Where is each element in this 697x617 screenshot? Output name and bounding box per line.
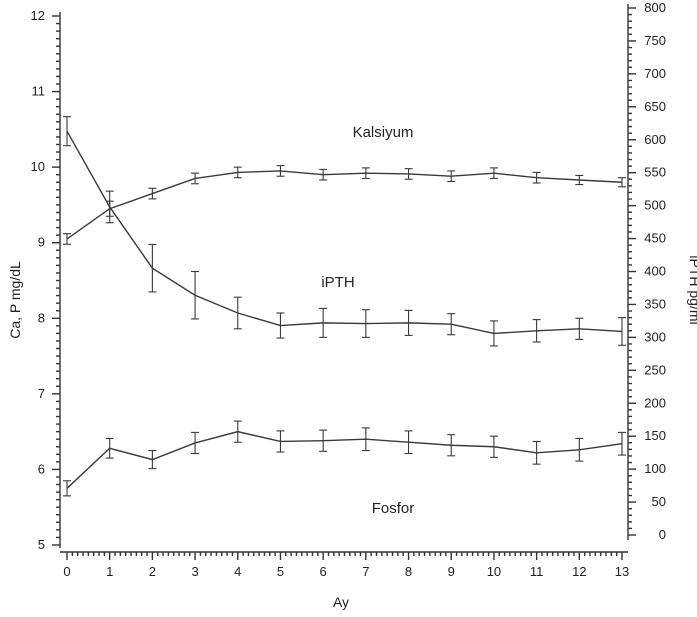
x-tick-label: 4: [234, 564, 241, 579]
right-tick-label: 550: [644, 165, 666, 180]
left-axis-title: Ca, P mg/dL: [7, 261, 23, 339]
right-tick-label: 450: [644, 231, 666, 246]
right-tick-label: 100: [644, 461, 666, 476]
series-label-ipth: iPTH: [321, 274, 354, 291]
x-tick-label: 0: [63, 564, 70, 579]
axes: 5678910111205010015020025030035040045050…: [31, 0, 666, 579]
right-tick-label: 750: [644, 33, 666, 48]
x-axis-title: Ay: [333, 594, 349, 610]
series-line-fosfor: [66, 430, 623, 489]
x-tick-label: 5: [277, 564, 284, 579]
series-ipth: [63, 116, 626, 347]
right-tick-label: 300: [644, 329, 666, 344]
right-tick-label: 0: [659, 527, 666, 542]
right-tick-label: 600: [644, 132, 666, 147]
left-tick-label: 10: [31, 159, 45, 174]
right-tick-label: 350: [644, 296, 666, 311]
x-tick-label: 7: [362, 564, 369, 579]
right-tick-label: 50: [652, 494, 666, 509]
series-fosfor: [63, 420, 626, 497]
series-kalsiyum: [63, 165, 626, 245]
series-line-ipth: [66, 130, 623, 335]
right-tick-label: 800: [644, 0, 666, 15]
right-tick-label: 200: [644, 395, 666, 410]
x-tick-label: 9: [448, 564, 455, 579]
left-tick-label: 9: [38, 235, 45, 250]
x-tick-label: 1: [106, 564, 113, 579]
left-tick-label: 12: [31, 8, 45, 23]
right-tick-label: 150: [644, 428, 666, 443]
x-tick-label: 10: [487, 564, 501, 579]
right-tick-label: 650: [644, 99, 666, 114]
x-tick-label: 8: [405, 564, 412, 579]
left-tick-label: 8: [38, 310, 45, 325]
x-tick-label: 13: [615, 564, 629, 579]
left-tick-label: 7: [38, 386, 45, 401]
left-tick-label: 11: [32, 84, 46, 99]
left-tick-label: 5: [38, 537, 45, 552]
left-tick-label: 6: [38, 461, 45, 476]
right-tick-label: 400: [644, 264, 666, 279]
right-tick-label: 700: [644, 66, 666, 81]
x-tick-label: 3: [191, 564, 198, 579]
right-tick-label: 500: [644, 198, 666, 213]
right-axis-title: iPTH pg/ml: [687, 255, 697, 324]
series-labels: Kalsiyum iPTH Fosfor: [321, 124, 414, 517]
x-tick-label: 6: [320, 564, 327, 579]
series-line-kalsiyum: [66, 170, 623, 240]
x-tick-label: 12: [572, 564, 586, 579]
x-tick-label: 2: [149, 564, 156, 579]
series-label-kalsiyum: Kalsiyum: [353, 124, 414, 141]
right-tick-label: 250: [644, 362, 666, 377]
series-label-fosfor: Fosfor: [372, 500, 415, 517]
series-group: [63, 116, 626, 497]
x-tick-label: 11: [530, 564, 544, 579]
